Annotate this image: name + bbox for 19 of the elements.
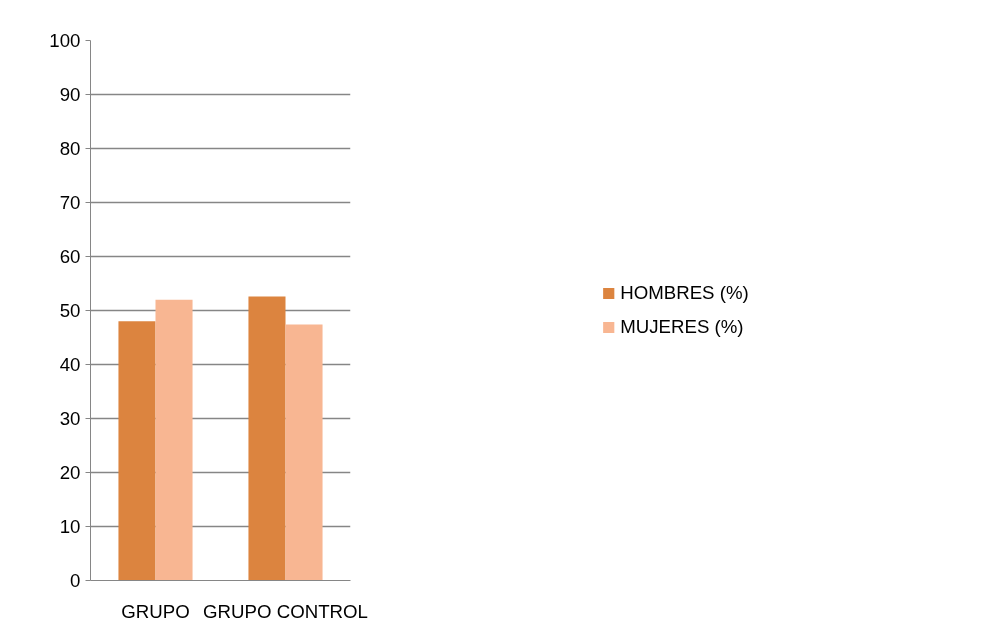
bar	[248, 296, 286, 581]
y-tick-label: 60	[59, 246, 81, 267]
bar	[155, 299, 193, 581]
y-tick-label: 40	[59, 354, 81, 375]
y-tick-label: 90	[59, 84, 81, 105]
y-tick-label: 0	[70, 570, 81, 591]
y-tick-label: 80	[59, 138, 81, 159]
y-tick-label: 20	[59, 462, 81, 483]
y-tick-label: 50	[59, 300, 81, 321]
x-tick-label: GRUPO CONTROL	[203, 600, 368, 622]
x-tick-label: GRUPO	[121, 600, 190, 622]
y-tick-label: 30	[59, 408, 81, 429]
bar	[118, 321, 156, 581]
legend-label: HOMBRES (%)	[620, 282, 749, 304]
y-tick-label: 10	[59, 516, 81, 537]
legend-label: MUJERES (%)	[620, 316, 744, 338]
y-tick-label: 70	[59, 192, 81, 213]
bar	[285, 324, 323, 581]
y-tick-label: 100	[49, 30, 81, 51]
